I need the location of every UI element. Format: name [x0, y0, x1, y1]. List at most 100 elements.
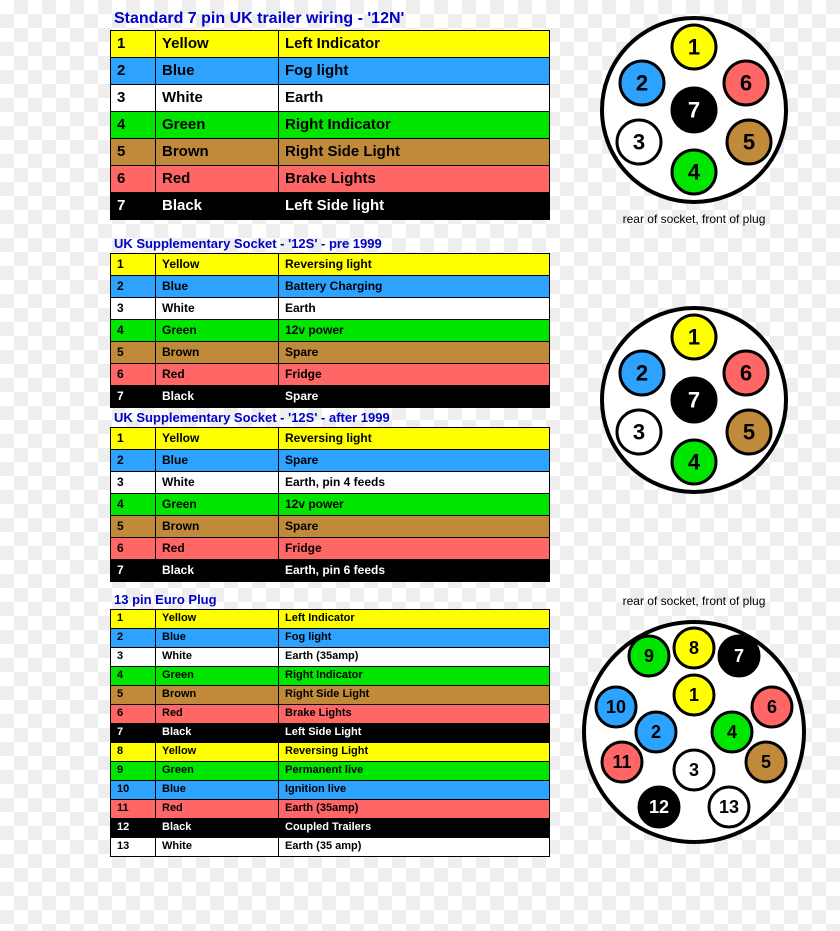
pin-12: 12: [639, 787, 679, 827]
pin-cell: 3: [111, 472, 156, 494]
section-12s-pre-title: UK Supplementary Socket - '12S' - pre 19…: [114, 236, 550, 251]
svg-text:7: 7: [688, 98, 700, 123]
color-cell: Brown: [156, 686, 279, 705]
pin-7: 7: [672, 88, 716, 132]
pin-cell: 5: [111, 686, 156, 705]
pin-cell: 2: [111, 450, 156, 472]
section-13pin-table: 1YellowLeft Indicator2BlueFog light3Whit…: [110, 609, 550, 857]
table-row: 3WhiteEarth: [111, 298, 550, 320]
table-row: 4Green12v power: [111, 320, 550, 342]
table-row: 2BlueFog light: [111, 58, 550, 85]
function-cell: Ignition live: [279, 781, 550, 800]
pin-6: 6: [724, 61, 768, 105]
pin-cell: 1: [111, 31, 156, 58]
page: Standard 7 pin UK trailer wiring - '12N'…: [0, 0, 840, 877]
color-cell: Yellow: [156, 743, 279, 762]
pin-5: 5: [746, 742, 786, 782]
pin-4: 4: [672, 150, 716, 194]
section-13pin-table-col: 13 pin Euro Plug 1YellowLeft Indicator2B…: [110, 592, 550, 857]
svg-text:6: 6: [767, 697, 777, 717]
table-row: 13WhiteEarth (35 amp): [111, 838, 550, 857]
pin-11: 11: [602, 742, 642, 782]
pin-8: 8: [674, 628, 714, 668]
table-row: 4Green12v power: [111, 494, 550, 516]
table-row: 3WhiteEarth: [111, 85, 550, 112]
function-cell: Left Indicator: [279, 31, 550, 58]
function-cell: Battery Charging: [279, 276, 550, 298]
table-row: 6RedBrake Lights: [111, 166, 550, 193]
pin-cell: 7: [111, 724, 156, 743]
pin-cell: 4: [111, 320, 156, 342]
table-row: 6RedFridge: [111, 364, 550, 386]
table-row: 5BrownSpare: [111, 342, 550, 364]
svg-text:5: 5: [743, 420, 755, 445]
color-cell: Green: [156, 112, 279, 139]
table-row: 4GreenRight Indicator: [111, 667, 550, 686]
pin-cell: 11: [111, 800, 156, 819]
color-cell: Red: [156, 538, 279, 560]
function-cell: Right Indicator: [279, 112, 550, 139]
function-cell: Left Side light: [279, 193, 550, 220]
color-cell: Green: [156, 667, 279, 686]
svg-text:1: 1: [689, 685, 699, 705]
function-cell: Reversing light: [279, 428, 550, 450]
table-row: 1YellowReversing light: [111, 428, 550, 450]
table-row: 2BlueBattery Charging: [111, 276, 550, 298]
section-13pin-diagram: 98710162411351213: [574, 612, 814, 852]
pin-13: 13: [709, 787, 749, 827]
table-row: 5BrownSpare: [111, 516, 550, 538]
function-cell: Earth (35amp): [279, 800, 550, 819]
color-cell: Green: [156, 320, 279, 342]
svg-text:12: 12: [649, 797, 669, 817]
function-cell: Brake Lights: [279, 166, 550, 193]
table-row: 11RedEarth (35amp): [111, 800, 550, 819]
color-cell: Blue: [156, 450, 279, 472]
function-cell: Coupled Trailers: [279, 819, 550, 838]
color-cell: Black: [156, 386, 279, 408]
function-cell: Spare: [279, 386, 550, 408]
color-cell: Brown: [156, 342, 279, 364]
pin-2: 2: [636, 712, 676, 752]
pin-1: 1: [672, 25, 716, 69]
section-13pin-diagram-col: rear of socket, front of plug 9871016241…: [564, 592, 824, 852]
function-cell: Earth: [279, 85, 550, 112]
pin-3: 3: [674, 750, 714, 790]
pin-cell: 2: [111, 276, 156, 298]
color-cell: White: [156, 648, 279, 667]
svg-text:2: 2: [636, 361, 648, 386]
function-cell: 12v power: [279, 320, 550, 342]
color-cell: Green: [156, 762, 279, 781]
table-row: 12BlackCoupled Trailers: [111, 819, 550, 838]
section-13pin-title: 13 pin Euro Plug: [114, 592, 550, 607]
color-cell: Red: [156, 705, 279, 724]
pin-cell: 2: [111, 58, 156, 85]
table-row: 8YellowReversing Light: [111, 743, 550, 762]
svg-text:11: 11: [612, 752, 631, 772]
svg-text:4: 4: [688, 160, 701, 185]
pin-cell: 7: [111, 386, 156, 408]
pin-cell: 3: [111, 298, 156, 320]
table-row: 5BrownRight Side Light: [111, 139, 550, 166]
svg-text:5: 5: [761, 752, 771, 772]
table-row: 7BlackEarth, pin 6 feeds: [111, 560, 550, 582]
pin-3: 3: [617, 120, 661, 164]
table-row: 9GreenPermanent live: [111, 762, 550, 781]
section-12n-caption: rear of socket, front of plug: [623, 212, 766, 226]
function-cell: Spare: [279, 516, 550, 538]
function-cell: Spare: [279, 342, 550, 364]
function-cell: Fridge: [279, 364, 550, 386]
svg-text:1: 1: [688, 35, 700, 60]
svg-text:2: 2: [636, 71, 648, 96]
pin-cell: 10: [111, 781, 156, 800]
color-cell: Brown: [156, 516, 279, 538]
function-cell: Earth: [279, 298, 550, 320]
svg-text:6: 6: [740, 361, 752, 386]
section-12n-diagram-col: 1267354 rear of socket, front of plug: [564, 10, 824, 226]
function-cell: Right Side Light: [279, 686, 550, 705]
color-cell: White: [156, 298, 279, 320]
section-12n-diagram: 1267354: [594, 10, 794, 210]
function-cell: Earth (35 amp): [279, 838, 550, 857]
svg-text:6: 6: [740, 71, 752, 96]
function-cell: Left Indicator: [279, 610, 550, 629]
table-row: 7BlackLeft Side light: [111, 193, 550, 220]
